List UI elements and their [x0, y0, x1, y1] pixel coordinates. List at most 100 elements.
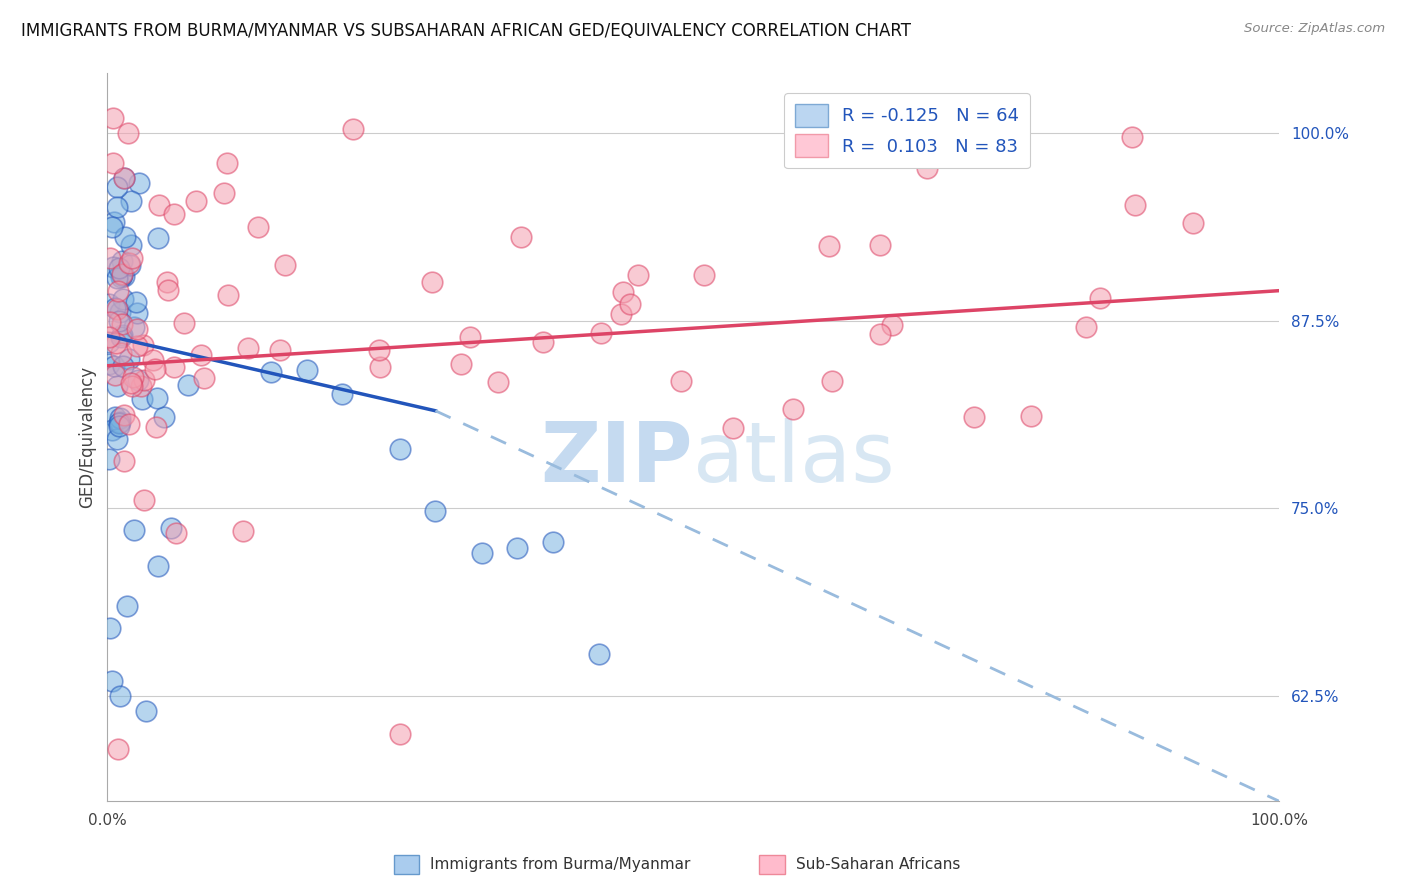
Point: [110, 410, 132, 425]
Point: [105, 302, 128, 317]
Point: [132, 338, 155, 352]
Point: [1182, 216, 1205, 230]
Point: [127, 339, 149, 353]
Point: [389, 726, 412, 740]
Point: [105, 271, 128, 285]
Point: [98, 252, 121, 266]
Point: [486, 375, 509, 389]
Point: [142, 353, 165, 368]
Text: IMMIGRANTS FROM BURMA/MYANMAR VS SUBSAHARAN AFRICAN GED/EQUIVALENCY CORRELATION : IMMIGRANTS FROM BURMA/MYANMAR VS SUBSAHA…: [21, 22, 911, 40]
Point: [146, 558, 169, 573]
Point: [342, 122, 364, 136]
Point: [112, 454, 135, 468]
Point: [111, 317, 134, 331]
Point: [157, 283, 180, 297]
Point: [610, 307, 633, 321]
Point: [111, 268, 134, 282]
Point: [100, 220, 122, 235]
Point: [589, 326, 612, 341]
Point: [541, 535, 564, 549]
Point: [129, 379, 152, 393]
Point: [107, 285, 129, 299]
Point: [111, 328, 134, 343]
Point: [146, 392, 169, 406]
Point: [101, 155, 124, 169]
Point: [159, 521, 181, 535]
Point: [173, 317, 195, 331]
Legend: R = -0.125   N = 64, R =  0.103   N = 83: R = -0.125 N = 64, R = 0.103 N = 83: [785, 93, 1029, 169]
Point: [132, 373, 155, 387]
Point: [103, 368, 125, 383]
Point: [118, 417, 141, 432]
Point: [153, 409, 176, 424]
Point: [458, 329, 481, 343]
Point: [420, 275, 443, 289]
Point: [122, 370, 145, 384]
Point: [112, 171, 135, 186]
Point: [782, 401, 804, 416]
Point: [117, 256, 139, 270]
Point: [105, 200, 128, 214]
Point: [107, 180, 129, 194]
Point: [101, 423, 124, 437]
Point: [148, 198, 170, 212]
Point: [97, 452, 120, 467]
Text: Sub-Saharan Africans: Sub-Saharan Africans: [796, 857, 960, 871]
Point: [627, 268, 650, 282]
Point: [108, 261, 131, 276]
Point: [612, 285, 634, 299]
Point: [869, 327, 891, 342]
Point: [105, 379, 128, 393]
Point: [103, 410, 125, 425]
Point: [146, 231, 169, 245]
Point: [97, 357, 120, 371]
Point: [101, 673, 124, 688]
Point: [122, 524, 145, 538]
Point: [117, 126, 139, 140]
Point: [117, 351, 139, 366]
Point: [389, 442, 412, 456]
Point: [98, 315, 121, 329]
Point: [619, 297, 641, 311]
Point: [190, 348, 212, 362]
Point: [132, 493, 155, 508]
Point: [177, 378, 200, 392]
Point: [330, 387, 353, 401]
Point: [821, 374, 844, 388]
Point: [120, 238, 142, 252]
Point: [295, 363, 318, 377]
Point: [984, 142, 1007, 156]
Point: [107, 741, 129, 756]
Point: [111, 292, 134, 306]
Point: [120, 376, 142, 390]
Point: [232, 524, 254, 538]
Point: [506, 541, 529, 556]
Text: Source: ZipAtlas.com: Source: ZipAtlas.com: [1244, 22, 1385, 36]
Point: [125, 295, 148, 310]
Point: [108, 305, 131, 319]
Point: [128, 176, 150, 190]
Point: [1088, 291, 1111, 305]
Text: Immigrants from Burma/Myanmar: Immigrants from Burma/Myanmar: [430, 857, 690, 871]
Point: [368, 360, 391, 375]
Point: [817, 239, 839, 253]
Point: [135, 704, 157, 718]
Point: [269, 343, 291, 357]
Y-axis label: GED/Equivalency: GED/Equivalency: [79, 366, 96, 508]
Point: [368, 343, 391, 357]
Point: [1076, 320, 1098, 334]
Point: [127, 373, 149, 387]
Point: [114, 171, 136, 186]
Point: [531, 334, 554, 349]
Point: [163, 207, 186, 221]
Point: [110, 268, 132, 282]
Point: [101, 111, 124, 125]
Point: [107, 313, 129, 327]
Point: [450, 357, 472, 371]
Point: [869, 237, 891, 252]
Point: [214, 186, 236, 200]
Point: [882, 318, 904, 332]
Point: [104, 335, 127, 350]
Point: [1123, 198, 1146, 212]
Point: [156, 276, 179, 290]
